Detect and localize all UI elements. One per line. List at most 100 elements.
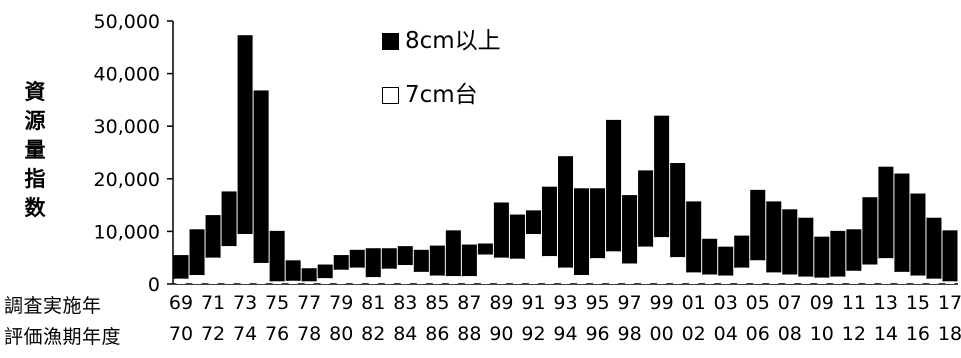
legend-swatch-black <box>382 32 399 50</box>
x-tick-label-survey: 93 <box>553 292 577 314</box>
bar-8cm-74 <box>253 90 269 263</box>
bar-8cm-15 <box>910 193 926 276</box>
x-tick-label-fishing: 08 <box>778 323 802 345</box>
bar-7cm-13 <box>881 258 891 284</box>
bar-7cm-72 <box>224 246 234 284</box>
bar-7cm-96 <box>609 251 619 284</box>
x-tick-label-fishing: 00 <box>650 323 674 345</box>
x-tick-label-fishing: 12 <box>842 323 866 345</box>
x-tick-label-survey: 11 <box>842 292 866 314</box>
bar-7cm-89 <box>496 257 506 284</box>
x-tick-label-survey: 75 <box>265 292 289 314</box>
bar-8cm-13 <box>878 166 894 259</box>
bar-7cm-87 <box>464 276 474 284</box>
legend-label-8cm: 8cm以上 <box>405 28 501 54</box>
bar-8cm-92 <box>541 186 557 257</box>
bar-8cm-12 <box>862 197 878 265</box>
x-tick-label-fishing: 04 <box>714 323 738 345</box>
x-tick-label-survey: 69 <box>169 292 193 314</box>
bar-8cm-88 <box>477 243 493 255</box>
bar-8cm-82 <box>381 248 397 269</box>
x-tick-label-survey: 85 <box>425 292 449 314</box>
bar-8cm-98 <box>638 170 654 247</box>
x-tick-label-fishing: 82 <box>361 323 385 345</box>
bar-8cm-80 <box>349 249 365 268</box>
x-tick-label-survey: 13 <box>874 292 898 314</box>
bar-8cm-79 <box>333 255 349 270</box>
bar-8cm-07 <box>782 209 798 275</box>
x-tick-label-survey: 15 <box>906 292 930 314</box>
x-tick-label-fishing: 14 <box>874 323 898 345</box>
y-axis-title: 資源量指数 <box>22 78 48 223</box>
bar-7cm-83 <box>400 265 410 284</box>
x-tick-label-survey: 91 <box>521 292 545 314</box>
x-row-label-survey-year: 調査実施年 <box>4 295 102 317</box>
x-tick-label-survey: 77 <box>297 292 321 314</box>
bar-8cm-70 <box>189 229 205 276</box>
bar-8cm-11 <box>846 229 862 271</box>
x-tick-label-fishing: 72 <box>201 323 225 345</box>
bar-8cm-01 <box>686 201 702 273</box>
legend: 8cm以上 7cm台 <box>382 26 501 134</box>
bar-8cm-73 <box>237 35 253 235</box>
bar-7cm-95 <box>593 258 603 284</box>
bar-8cm-16 <box>926 217 942 279</box>
bar-7cm-09 <box>817 277 827 284</box>
x-row-label-fishing-year: 評価漁期年度 <box>4 326 122 348</box>
bar-7cm-97 <box>625 263 635 284</box>
y-tick-label: 50,000 <box>94 11 160 33</box>
bar-8cm-86 <box>445 230 461 277</box>
y-axis-title-char: 資 <box>24 80 46 104</box>
y-tick-label: 0 <box>148 274 160 296</box>
bar-7cm-79 <box>336 269 346 284</box>
x-tick-label-fishing: 76 <box>265 323 289 345</box>
bar-7cm-08 <box>801 276 811 284</box>
bar-8cm-89 <box>493 202 509 258</box>
x-tick-label-fishing: 06 <box>746 323 770 345</box>
bar-7cm-69 <box>176 278 186 284</box>
bar-7cm-03 <box>721 275 731 284</box>
x-tick-label-survey: 99 <box>650 292 674 314</box>
x-tick-label-survey: 81 <box>361 292 385 314</box>
bar-7cm-90 <box>512 258 522 284</box>
bar-7cm-05 <box>753 260 763 284</box>
bar-8cm-93 <box>557 156 574 268</box>
y-tick-label: 40,000 <box>94 64 160 86</box>
bar-7cm-86 <box>448 276 458 284</box>
x-tick-label-survey: 83 <box>393 292 417 314</box>
bar-8cm-08 <box>798 217 814 277</box>
bar-8cm-84 <box>413 249 429 272</box>
bar-7cm-01 <box>689 272 699 284</box>
bar-8cm-69 <box>173 255 189 279</box>
bar-7cm-74 <box>256 262 266 284</box>
bar-7cm-02 <box>705 274 715 284</box>
bar-7cm-11 <box>849 270 859 284</box>
bar-8cm-90 <box>509 214 525 259</box>
bar-7cm-04 <box>737 267 747 284</box>
legend-swatch-white <box>382 86 399 104</box>
bar-7cm-16 <box>929 278 939 284</box>
x-tick-label-fishing: 96 <box>585 323 609 345</box>
x-tick-label-fishing: 98 <box>617 323 641 345</box>
x-tick-label-fishing: 18 <box>938 323 961 345</box>
bar-8cm-85 <box>429 245 445 276</box>
bar-8cm-95 <box>590 188 606 259</box>
x-tick-label-fishing: 90 <box>489 323 513 345</box>
bar-8cm-83 <box>397 246 413 266</box>
bars-group <box>173 35 958 284</box>
bar-8cm-78 <box>317 264 333 279</box>
y-axis-title-char: 源 <box>24 109 46 133</box>
bar-7cm-75 <box>272 281 282 284</box>
bar-7cm-93 <box>560 267 571 284</box>
bar-8cm-87 <box>461 244 477 277</box>
x-tick-label-fishing: 86 <box>425 323 449 345</box>
legend-item-8cm: 8cm以上 <box>382 26 501 56</box>
y-axis-title-char: 指 <box>24 167 46 191</box>
x-tick-label-survey: 97 <box>617 292 641 314</box>
bar-7cm-88 <box>480 254 490 284</box>
x-tick-label-survey: 79 <box>329 292 353 314</box>
y-tick-label: 10,000 <box>94 221 160 243</box>
bar-8cm-72 <box>221 191 237 247</box>
y-tick-label: 20,000 <box>94 169 160 191</box>
